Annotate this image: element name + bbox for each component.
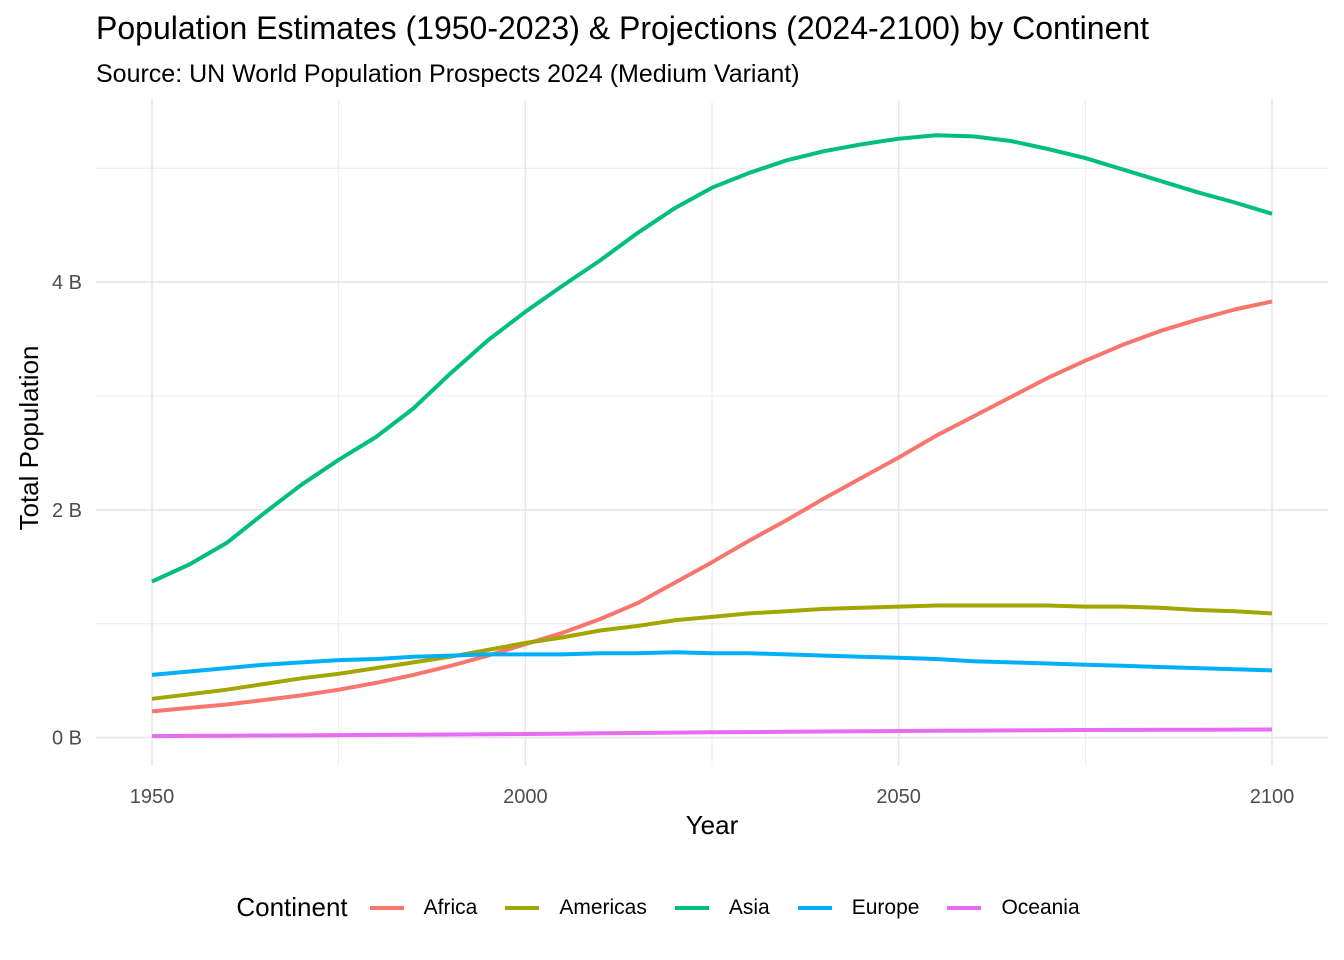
legend-key-americas <box>505 905 540 910</box>
legend-item-africa: Africa <box>369 895 478 920</box>
x-tick-label: 2000 <box>503 786 548 808</box>
line-chart: 1950 2000 2050 2100 0 B 2 B 4 B Year Total Pop… <box>14 100 1328 840</box>
legend-item-asia: Asia <box>674 895 770 920</box>
series-line-asia <box>151 133 1273 584</box>
series-line-europe <box>151 650 1273 677</box>
axis-ticks: 1950 2000 2050 2100 0 B 2 B 4 B <box>52 272 1294 808</box>
series-line-oceania <box>151 727 1273 739</box>
legend: Continent Africa Americas Asia Europe Oc… <box>0 892 1344 923</box>
legend-label-americas: Americas <box>559 895 647 919</box>
series-line-africa <box>151 299 1273 714</box>
series-lines <box>151 133 1273 739</box>
y-tick-label: 0 B <box>52 728 82 750</box>
legend-label-oceania: Oceania <box>1001 895 1080 919</box>
x-tick-label: 1950 <box>130 786 175 808</box>
legend-title: Continent <box>236 892 348 922</box>
x-tick-label: 2100 <box>1250 786 1295 808</box>
legend-label-asia: Asia <box>728 895 770 919</box>
legend-key-oceania <box>947 905 982 910</box>
series-line-americas <box>151 603 1273 701</box>
legend-label-africa: Africa <box>423 895 478 919</box>
legend-item-americas: Americas <box>505 896 647 920</box>
legend-key-africa <box>369 905 404 910</box>
y-axis-title: Total Population <box>14 345 44 530</box>
x-axis-title: Year <box>686 810 739 840</box>
x-tick-label: 2050 <box>876 786 921 808</box>
legend-key-europe <box>797 905 832 910</box>
legend-key-asia <box>674 905 709 910</box>
chart-subtitle: Source: UN World Population Prospects 20… <box>96 60 800 88</box>
legend-item-europe: Europe <box>797 895 920 920</box>
legend-item-oceania: Oceania <box>947 895 1080 920</box>
y-tick-label: 4 B <box>52 272 82 294</box>
legend-label-europe: Europe <box>851 895 920 919</box>
chart-title: Population Estimates (1950-2023) & Proje… <box>96 10 1150 46</box>
y-tick-label: 2 B <box>52 500 82 522</box>
